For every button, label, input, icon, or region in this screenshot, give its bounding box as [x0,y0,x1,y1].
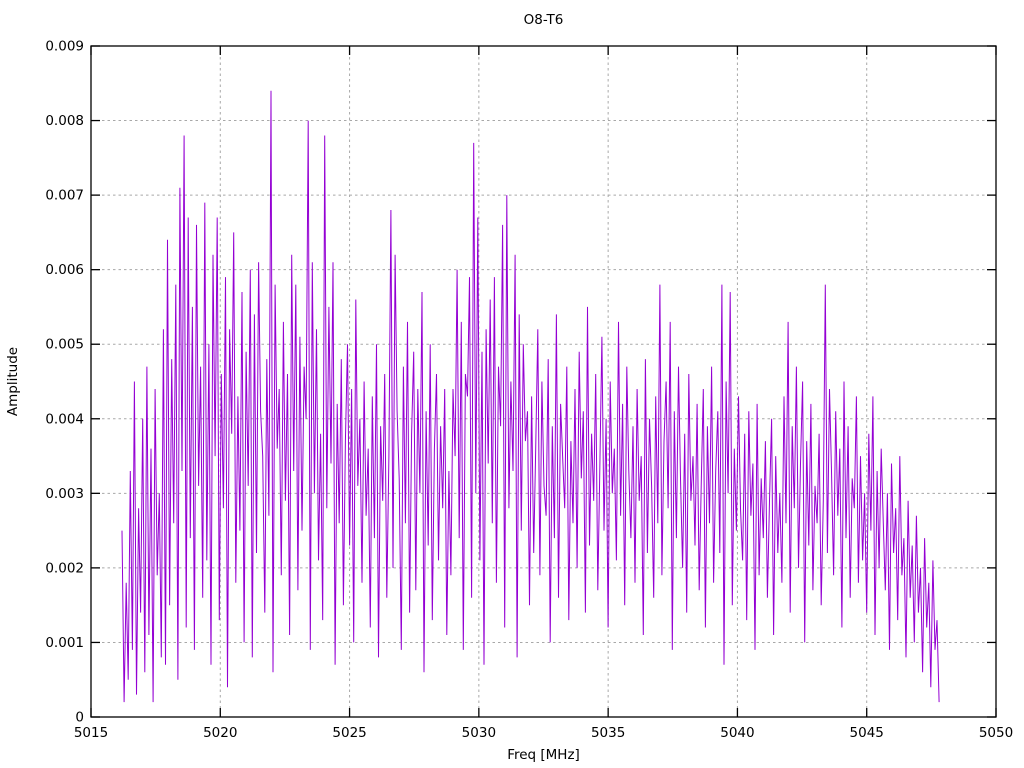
x-tick-label: 5020 [203,725,237,741]
y-tick-label: 0.009 [45,39,84,55]
y-tick-label: 0.001 [45,635,84,651]
y-tick-label: 0.007 [45,188,84,204]
x-tick-label: 5015 [74,725,108,741]
x-tick-label: 5045 [850,725,884,741]
x-tick-label: 5030 [462,725,496,741]
y-tick-label: 0 [75,710,84,726]
x-tick-label: 5025 [332,725,366,741]
chart-title: O8-T6 [524,12,564,28]
y-axis-label: Amplitude [5,347,21,416]
plot-border [90,45,997,718]
y-tick-label: 0.005 [45,337,84,353]
y-tick-label: 0.004 [45,411,84,427]
x-tick-label: 5035 [591,725,625,741]
y-tick-label: 0.002 [45,560,84,576]
y-tick-label: 0.008 [45,113,84,129]
y-tick-label: 0.003 [45,486,84,502]
y-tick-label: 0.006 [45,262,84,278]
spectrum-line [121,90,940,703]
x-tick-label: 5050 [979,725,1013,741]
x-tick-label: 5040 [720,725,754,741]
x-axis-label: Freq [MHz] [507,747,580,763]
